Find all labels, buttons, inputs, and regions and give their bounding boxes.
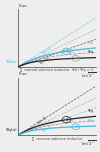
Text: $\Psi_d$: $\Psi_d$ bbox=[87, 118, 94, 125]
Text: $\Psi_q$: $\Psi_q$ bbox=[87, 48, 94, 57]
Text: $Im\!\sqrt{2^\circ}$: $Im\!\sqrt{2^\circ}$ bbox=[81, 71, 96, 79]
Text: ⒣  reverse salience inductor: ⒣ reverse salience inductor bbox=[32, 136, 82, 140]
Text: +: + bbox=[73, 56, 78, 61]
Text: +: + bbox=[64, 117, 69, 122]
Text: Flux: Flux bbox=[19, 72, 27, 76]
Text: $\Psi_{tot}$: $\Psi_{tot}$ bbox=[65, 117, 74, 125]
Text: $I_d=0$: $I_d=0$ bbox=[40, 45, 54, 57]
Text: +: + bbox=[64, 49, 69, 54]
Text: Ψd(a): Ψd(a) bbox=[6, 60, 17, 64]
Text: $\Psi_q$: $\Psi_q$ bbox=[87, 107, 94, 116]
Text: ⒢  normal salience inductor  Ψd / Ψq = 1: ⒢ normal salience inductor Ψd / Ψq = 1 bbox=[20, 68, 94, 72]
Text: $I_d=0$: $I_d=0$ bbox=[35, 114, 49, 127]
Text: $\Psi_d$: $\Psi_d$ bbox=[87, 40, 94, 47]
Text: $I_q=0$: $I_q=0$ bbox=[38, 56, 52, 68]
Text: $\Psi_{tot}$: $\Psi_{tot}$ bbox=[65, 49, 74, 56]
Text: $I_q=0$: $I_q=0$ bbox=[40, 124, 54, 136]
Text: Flux: Flux bbox=[19, 4, 27, 8]
Text: $Im\!\sqrt{2^\circ}$: $Im\!\sqrt{2^\circ}$ bbox=[81, 140, 96, 147]
Text: Ψq(a): Ψq(a) bbox=[6, 128, 17, 132]
Text: +: + bbox=[73, 124, 78, 129]
